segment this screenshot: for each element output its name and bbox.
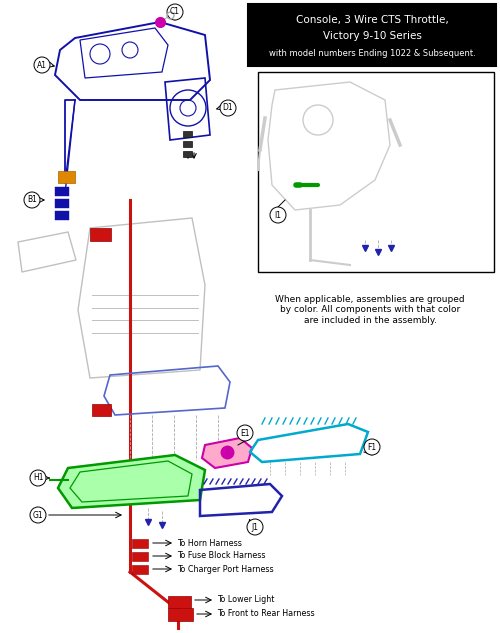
FancyBboxPatch shape	[54, 187, 70, 196]
Circle shape	[30, 470, 46, 486]
Circle shape	[237, 425, 253, 441]
FancyBboxPatch shape	[182, 130, 192, 137]
Text: To Front to Rear Harness: To Front to Rear Harness	[217, 610, 314, 618]
Text: When applicable, assemblies are grouped
by color. All components with that color: When applicable, assemblies are grouped …	[275, 295, 465, 325]
FancyBboxPatch shape	[54, 211, 70, 220]
Text: Console, 3 Wire CTS Throttle,: Console, 3 Wire CTS Throttle,	[296, 15, 448, 25]
Text: F1: F1	[368, 442, 376, 451]
Text: G1: G1	[32, 510, 44, 520]
Text: D1: D1	[222, 104, 234, 113]
Circle shape	[247, 519, 263, 535]
Text: B1: B1	[27, 196, 37, 204]
Text: Victory 9-10 Series: Victory 9-10 Series	[322, 31, 422, 41]
Text: A1: A1	[37, 61, 47, 70]
FancyBboxPatch shape	[54, 199, 70, 208]
FancyBboxPatch shape	[182, 151, 192, 156]
FancyBboxPatch shape	[132, 552, 148, 561]
Circle shape	[24, 192, 40, 208]
Circle shape	[364, 439, 380, 455]
Text: To Horn Harness: To Horn Harness	[177, 539, 242, 548]
Circle shape	[34, 57, 50, 73]
FancyBboxPatch shape	[182, 141, 192, 146]
FancyBboxPatch shape	[132, 565, 148, 574]
Polygon shape	[202, 438, 252, 468]
Text: E1: E1	[240, 429, 250, 437]
FancyBboxPatch shape	[132, 539, 148, 548]
FancyBboxPatch shape	[92, 403, 110, 415]
Text: I1: I1	[274, 211, 281, 220]
FancyBboxPatch shape	[58, 170, 74, 182]
Text: To Fuse Block Harness: To Fuse Block Harness	[177, 551, 266, 560]
Text: To Lower Light: To Lower Light	[217, 596, 274, 605]
Circle shape	[220, 100, 236, 116]
Circle shape	[270, 207, 286, 223]
Text: H1: H1	[33, 473, 43, 482]
Text: To Charger Port Harness: To Charger Port Harness	[177, 565, 274, 573]
FancyBboxPatch shape	[248, 4, 496, 66]
FancyBboxPatch shape	[258, 72, 494, 272]
Text: C1: C1	[170, 8, 180, 16]
Circle shape	[30, 507, 46, 523]
Text: J1: J1	[252, 522, 258, 532]
FancyBboxPatch shape	[168, 596, 190, 608]
Circle shape	[167, 4, 183, 20]
FancyBboxPatch shape	[90, 227, 110, 241]
Polygon shape	[58, 455, 205, 508]
FancyBboxPatch shape	[168, 608, 192, 620]
Text: with model numbers Ending 1022 & Subsequent.: with model numbers Ending 1022 & Subsequ…	[268, 49, 476, 58]
